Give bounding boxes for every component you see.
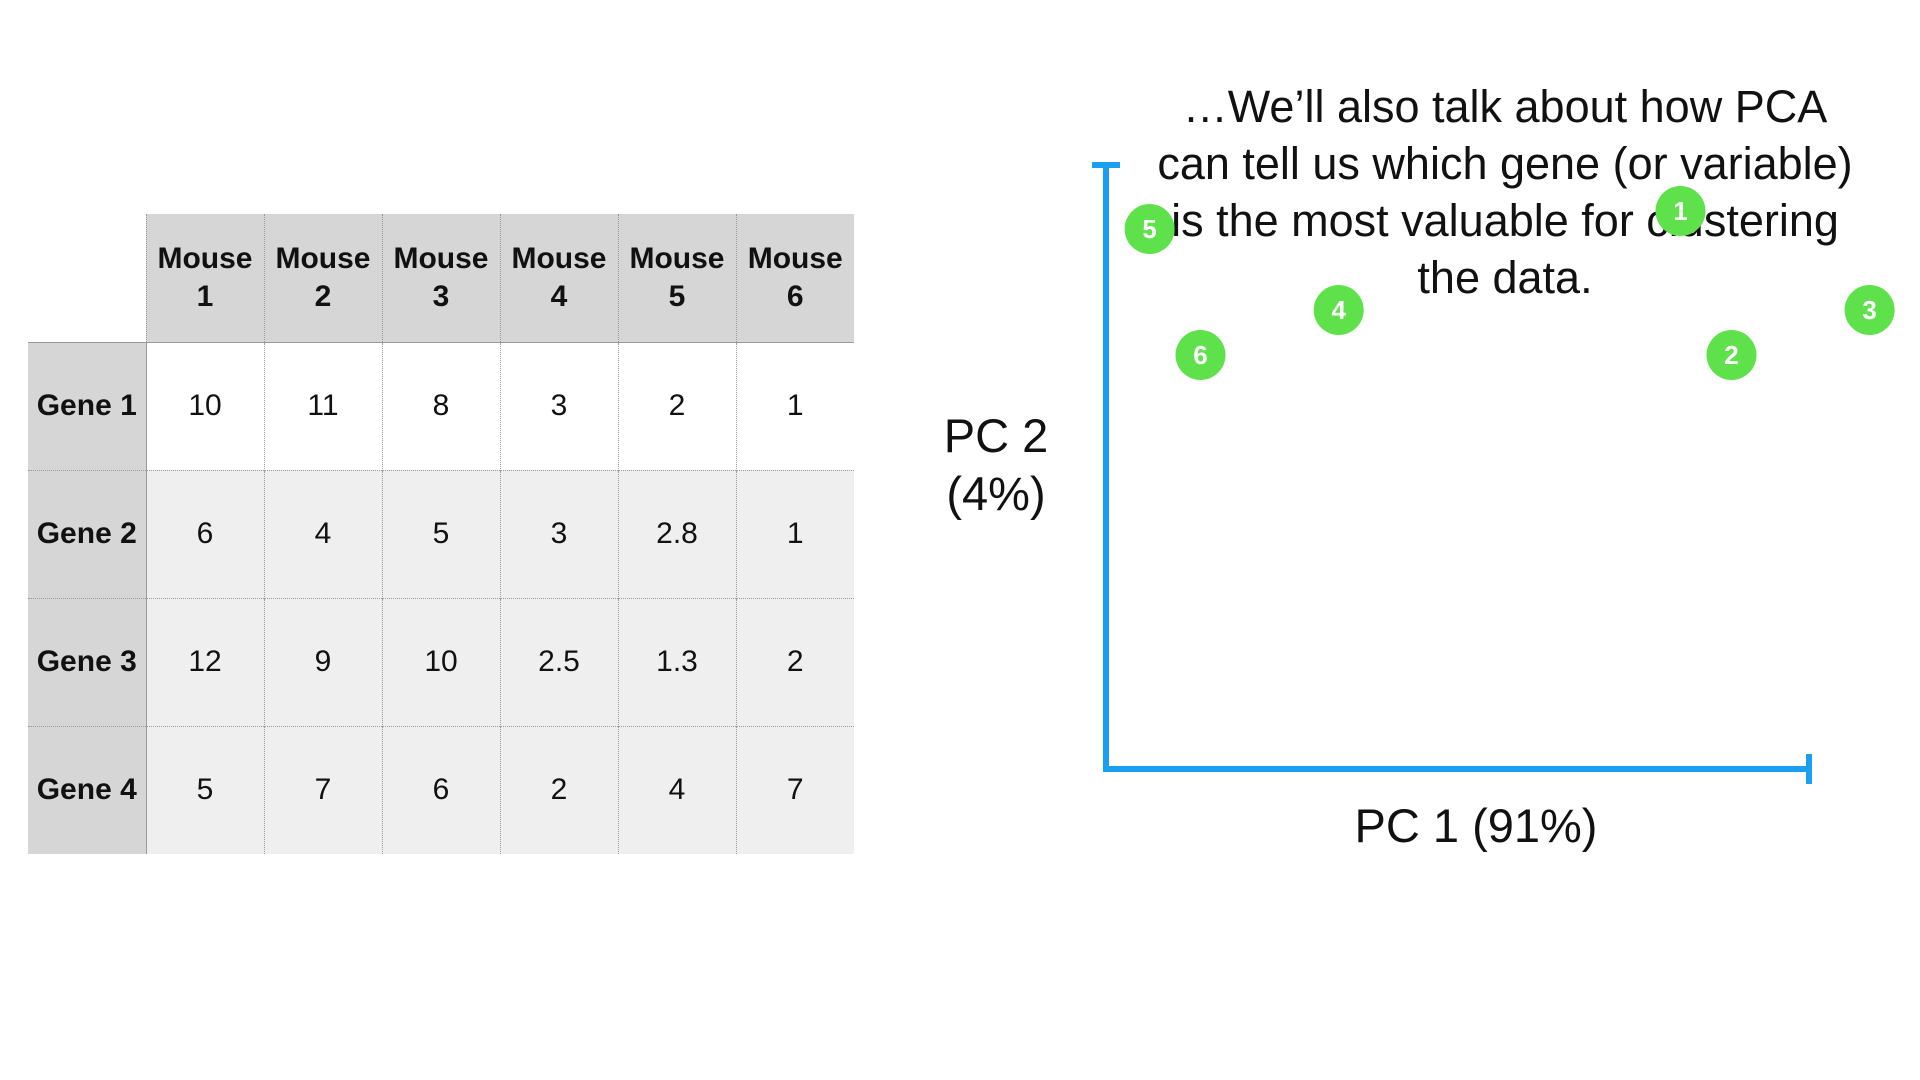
table-cell: 2.8 [617, 469, 736, 598]
table-cell: 1 [735, 341, 854, 470]
column-header-mouse-4: Mouse 4 [499, 214, 618, 342]
data-point-label: 1 [1673, 196, 1687, 226]
gene-expression-table: Mouse 1 Mouse 2 Mouse 3 Mouse 4 Mouse 5 Mouse… [28, 214, 854, 854]
column-header-mouse-6: Mouse 6 [735, 214, 854, 342]
column-header-mouse-1: Mouse 1 [145, 214, 264, 342]
table-row-gene-4: Gene 4 5 7 6 2 4 7 [28, 725, 854, 854]
data-point-marker [1313, 285, 1364, 335]
data-point-label: 4 [1331, 295, 1346, 325]
table-cell: 5 [145, 725, 264, 854]
caption-line: …We’ll also talk about how PCA [1182, 81, 1828, 132]
table-cell: 7 [263, 725, 382, 854]
y-axis-label: (4%) [946, 467, 1045, 520]
table-cell: 11 [263, 341, 382, 470]
table-cell: 7 [735, 725, 854, 854]
table-row-gene-3: Gene 3 12 9 10 2.5 1.3 2 [28, 597, 854, 726]
data-point-label: 5 [1142, 214, 1156, 244]
caption-line: the data. [1417, 252, 1593, 303]
table-cell: 4 [263, 469, 382, 598]
table-cell: 5 [381, 469, 500, 598]
slide-caption: …We’ll also talk about how PCA can tell … [1110, 78, 1900, 306]
table-cell: 12 [145, 597, 264, 726]
row-header-gene-3: Gene 3 [28, 597, 146, 726]
row-header-gene-4: Gene 4 [28, 725, 146, 854]
row-header-gene-1: Gene 1 [28, 341, 146, 470]
x-axis-label: PC 1 (91%) [1355, 799, 1598, 852]
table-corner-cell [28, 214, 146, 342]
data-point: 4 [1313, 285, 1364, 335]
table-cell: 8 [381, 341, 500, 470]
table-cell: 2 [499, 725, 618, 854]
column-header-mouse-5: Mouse 5 [617, 214, 736, 342]
table-row-gene-2: Gene 2 6 4 5 3 2.8 1 [28, 469, 854, 598]
data-point: 5 [1124, 204, 1175, 254]
table-cell: 1.3 [617, 597, 736, 726]
table-cell: 9 [263, 597, 382, 726]
data-point-label: 3 [1862, 295, 1876, 325]
data-point-label: 6 [1193, 340, 1207, 370]
column-header-mouse-3: Mouse 3 [381, 214, 500, 342]
table-cell: 4 [617, 725, 736, 854]
table-cell: 10 [145, 341, 264, 470]
table-row-gene-1: Gene 1 10 11 8 3 2 1 [28, 341, 854, 470]
caption-line: is the most valuable for clustering [1171, 195, 1839, 246]
table-cell: 3 [499, 341, 618, 470]
table-cell: 3 [499, 469, 618, 598]
caption-line: can tell us which gene (or variable) [1157, 138, 1853, 189]
data-point: 1 [1655, 186, 1706, 236]
table-cell: 6 [381, 725, 500, 854]
data-point-marker [1175, 330, 1226, 380]
table-header-row: Mouse 1 Mouse 2 Mouse 3 Mouse 4 Mouse 5 Mouse… [28, 214, 854, 342]
y-axis-label: PC 2 [944, 409, 1049, 462]
table-cell: 2.5 [499, 597, 618, 726]
data-point-marker [1124, 204, 1175, 254]
data-point: 6 [1175, 330, 1226, 380]
data-point-label: 2 [1724, 340, 1738, 370]
data-points: 1 2 3 4 5 6 [1124, 186, 1895, 380]
column-header-mouse-2: Mouse 2 [263, 214, 382, 342]
table-cell: 2 [617, 341, 736, 470]
data-point-marker [1706, 330, 1757, 380]
data-point: 3 [1844, 285, 1895, 335]
data-point-marker [1844, 285, 1895, 335]
table-cell: 1 [735, 469, 854, 598]
row-header-gene-2: Gene 2 [28, 469, 146, 598]
data-point-marker [1655, 186, 1706, 236]
table-cell: 10 [381, 597, 500, 726]
table-cell: 2 [735, 597, 854, 726]
table-cell: 6 [145, 469, 264, 598]
data-point: 2 [1706, 330, 1757, 380]
